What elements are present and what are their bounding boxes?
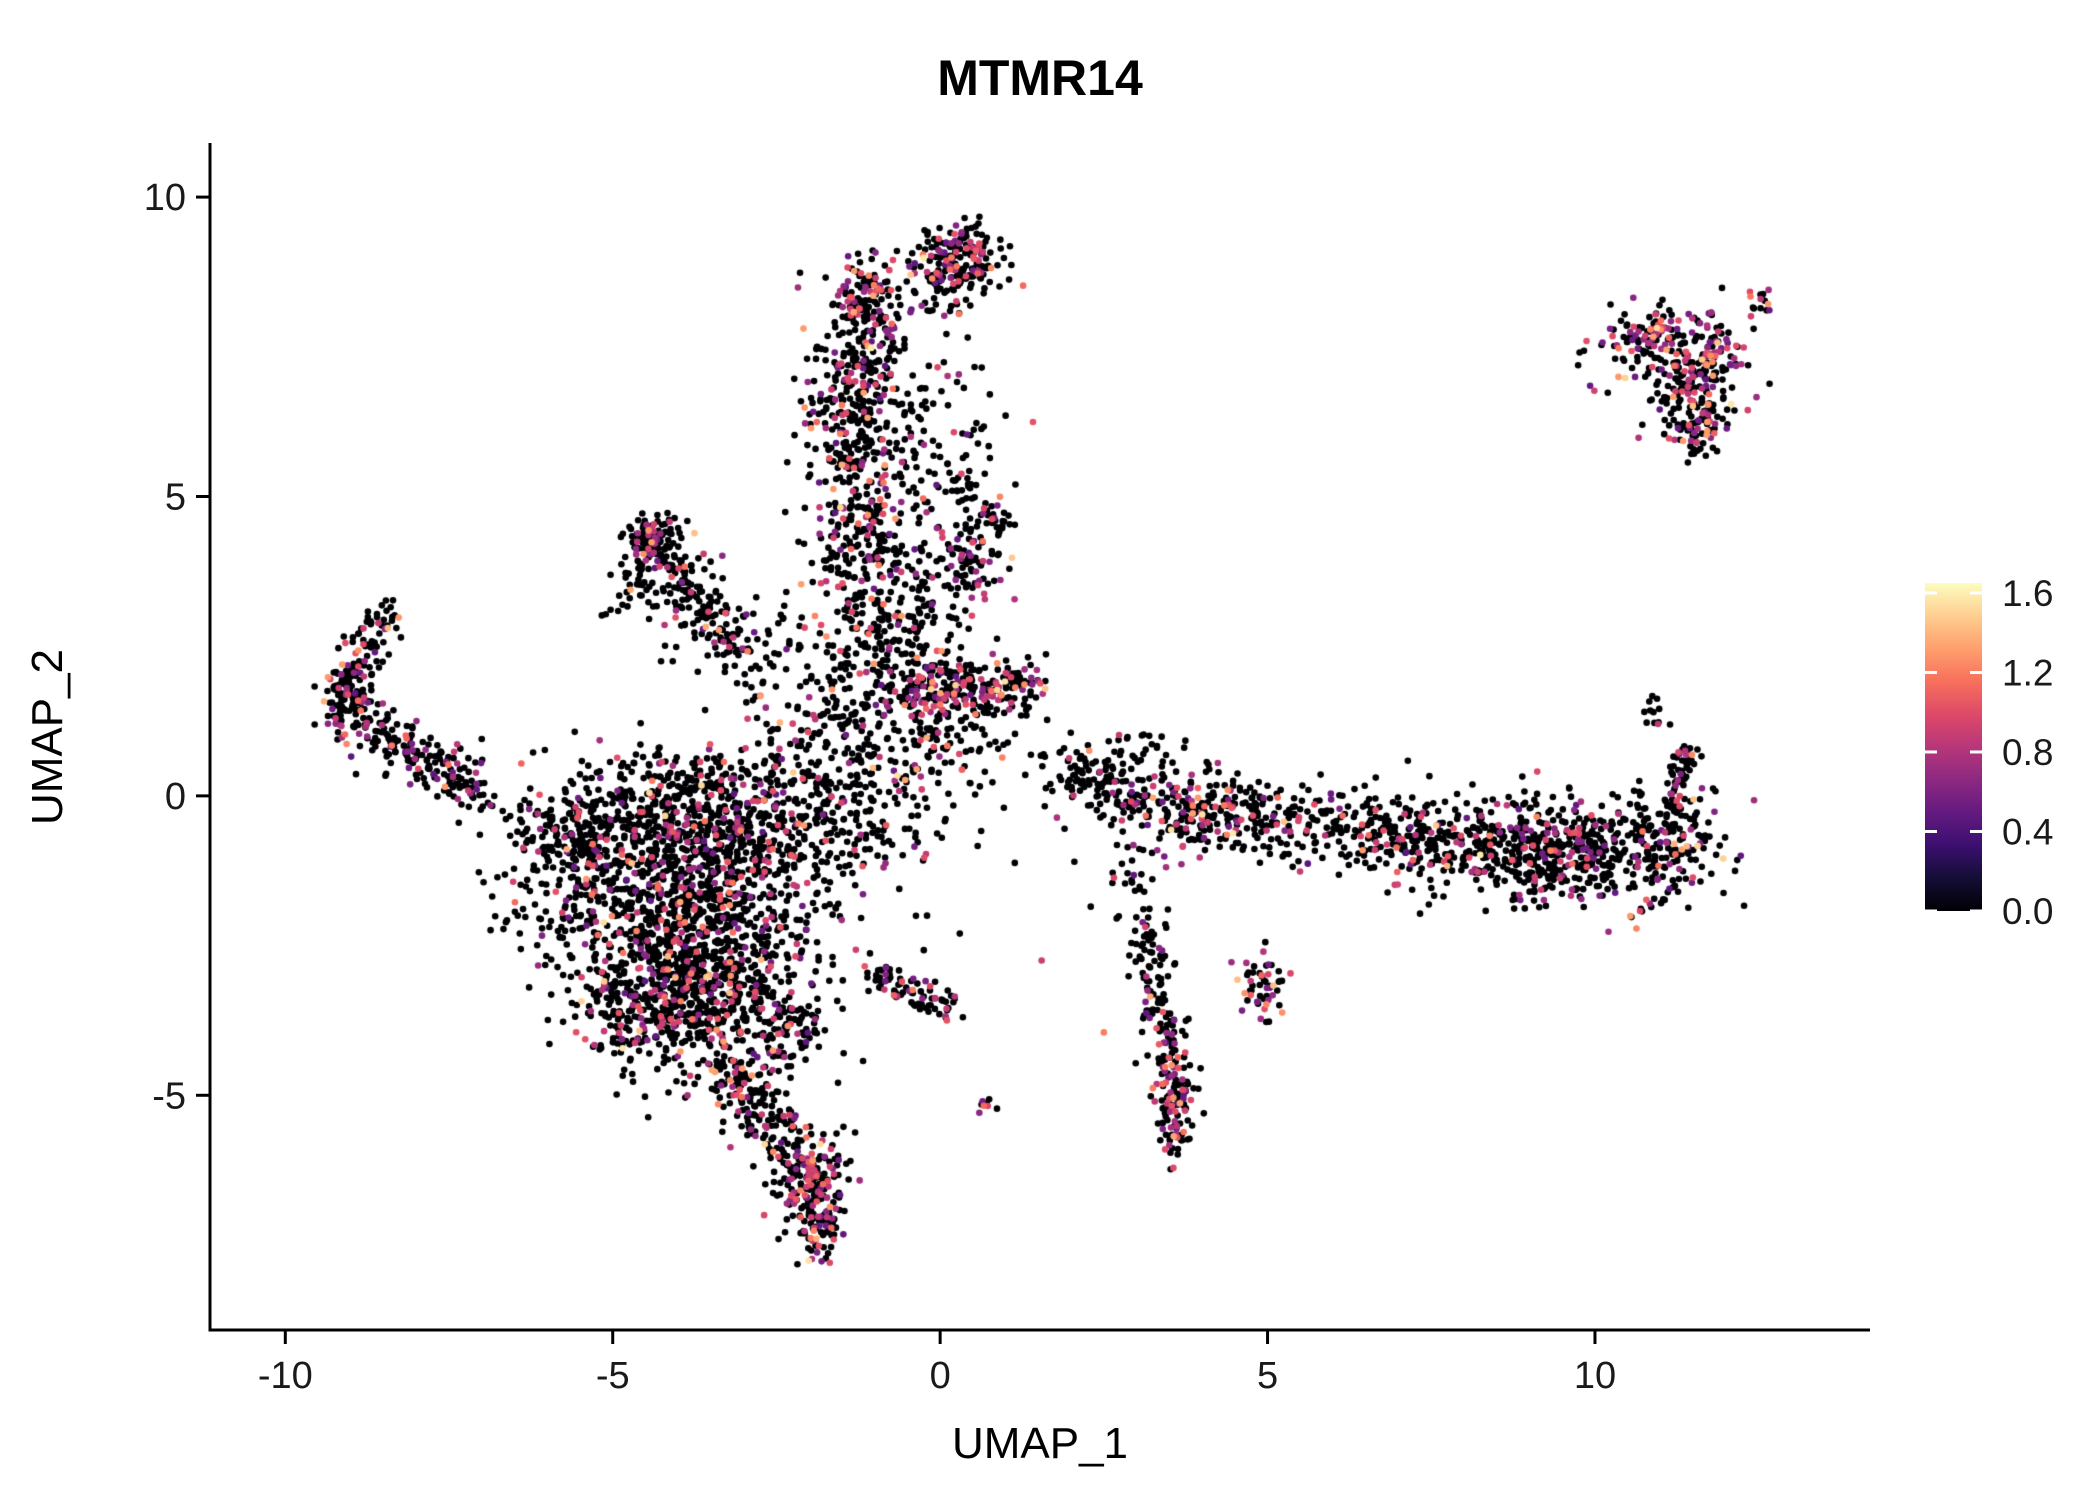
umap-feature-plot: MTMR14 UMAP_1 UMAP_2 -10 -5 0 5 10 10 5 0 -5 0.0… (0, 0, 2100, 1500)
scatter-points-canvas (0, 0, 2100, 1500)
